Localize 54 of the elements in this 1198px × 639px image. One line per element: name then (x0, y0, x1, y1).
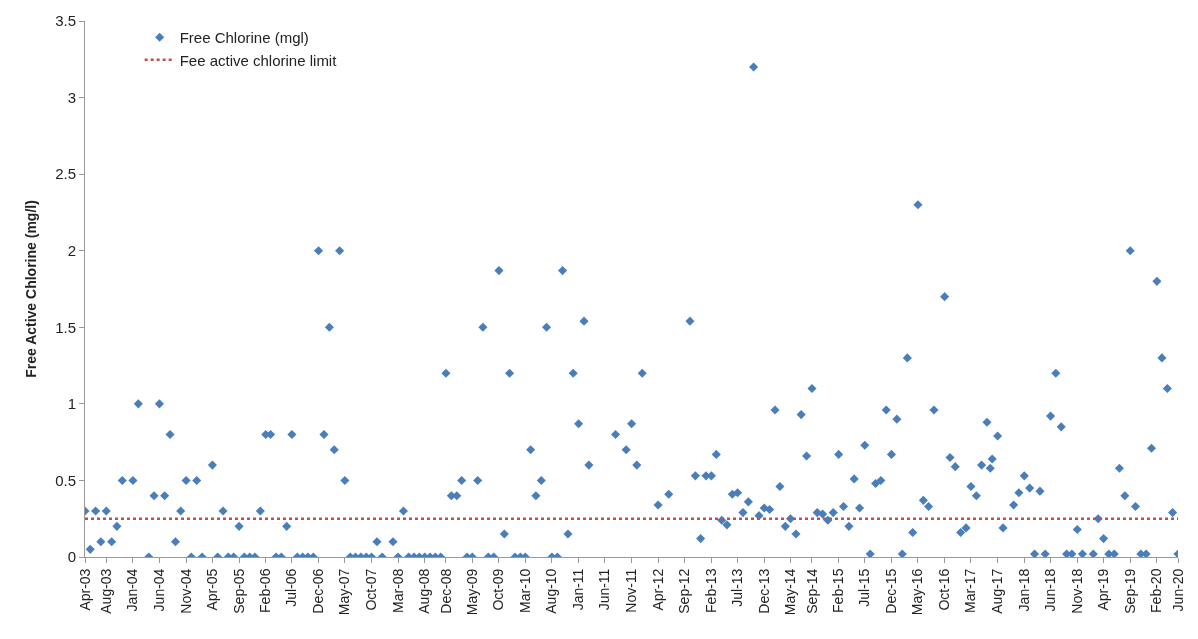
y-tick-label: 0 (67, 548, 76, 566)
legend-label: Fee active chlorine limit (179, 51, 338, 69)
x-tick-label: May-16 (909, 568, 926, 616)
x-tick-label: Jun-20 (1169, 568, 1186, 612)
x-tick-label: Dec-06 (310, 568, 327, 614)
x-tick-label: Mar-17 (962, 568, 979, 613)
x-tick-label: Jul-06 (283, 568, 300, 607)
y-tick-label: 0.5 (55, 471, 76, 489)
x-tick-label: Jan-18 (1015, 568, 1032, 612)
x-tick-label: Sep-14 (803, 568, 820, 614)
y-tick-label: 2.5 (55, 165, 76, 183)
y-tick-label: 3.5 (55, 12, 76, 30)
legend-label: Free Chlorine (mgl) (179, 29, 309, 47)
y-tick-label: 1.5 (55, 318, 76, 336)
x-tick-label: Nov-18 (1068, 568, 1085, 614)
x-tick-label: May-07 (336, 568, 353, 616)
x-tick-label: Jul-13 (729, 568, 746, 607)
x-tick-label: Apr-19 (1095, 568, 1112, 611)
x-tick-label: Jun-11 (596, 568, 613, 611)
y-tick-label: 2 (67, 241, 76, 259)
y-tick-label: 1 (67, 395, 76, 413)
x-tick-label: Feb-06 (257, 568, 274, 613)
x-tick-label: Sep-12 (676, 568, 693, 614)
x-tick-label: Dec-13 (755, 568, 772, 614)
x-tick-label: Aug-10 (543, 568, 560, 614)
x-tick-label: Sep-05 (230, 568, 247, 614)
x-tick-label: Jun-18 (1042, 568, 1059, 612)
x-tick-label: Apr-12 (649, 568, 666, 611)
x-tick-label: Oct-09 (490, 568, 507, 611)
x-tick-label: Feb-15 (830, 568, 847, 613)
x-tick-label: Oct-07 (363, 568, 380, 611)
x-tick-label: Aug-17 (989, 568, 1006, 614)
x-tick-label: Aug-08 (416, 568, 433, 614)
x-tick-label: Feb-13 (702, 568, 719, 613)
x-tick-label: Jan-11 (570, 568, 587, 611)
x-tick-label: May-14 (782, 568, 799, 616)
x-tick-label: Dec-08 (437, 568, 454, 614)
x-tick-label: Oct-16 (936, 568, 953, 611)
x-tick-label: Apr-05 (203, 568, 220, 611)
x-tick-label: May-09 (463, 568, 480, 616)
x-tick-label: Feb-20 (1148, 568, 1165, 613)
x-tick-label: Jun-04 (150, 568, 167, 612)
x-tick-label: Aug-03 (97, 568, 114, 614)
x-tick-label: Mar-10 (516, 568, 533, 613)
y-axis-title: Free Active Chlorine (mg/l) (22, 200, 39, 378)
x-tick-label: Jan-04 (124, 568, 141, 612)
x-tick-label: Dec-15 (883, 568, 900, 614)
x-tick-label: Jul-15 (856, 568, 873, 607)
x-tick-label: Sep-19 (1121, 568, 1138, 614)
y-tick-label: 3 (67, 88, 76, 106)
x-tick-label: Nov-11 (623, 568, 640, 613)
x-tick-label: Nov-04 (177, 568, 194, 614)
x-tick-label: Apr-03 (76, 568, 93, 611)
x-tick-label: Mar-08 (389, 568, 406, 613)
